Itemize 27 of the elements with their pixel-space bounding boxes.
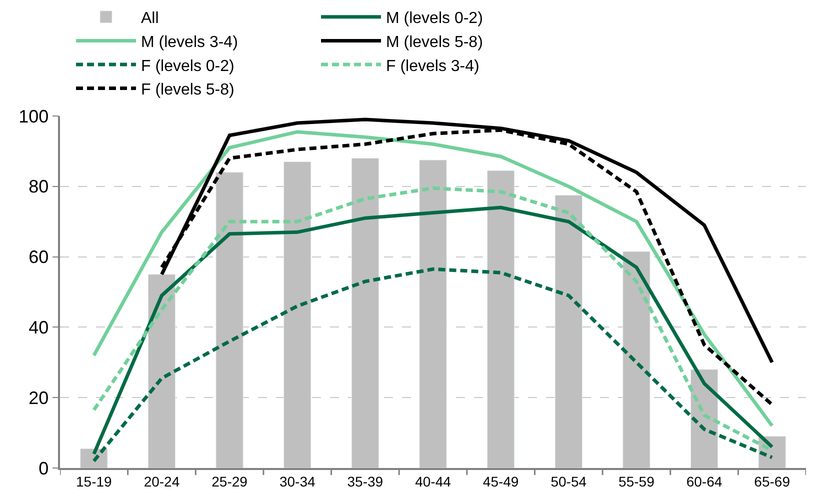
x-tick-label: 65-69	[754, 474, 790, 490]
x-tick-label: 20-24	[144, 474, 180, 490]
x-tick-label: 25-29	[212, 474, 248, 490]
legend-label: F (levels 0-2)	[141, 58, 234, 75]
line-series	[92, 130, 774, 428]
y-tick-label: 20	[28, 388, 49, 408]
x-tick-label: 55-59	[618, 474, 655, 490]
legend-label: F (levels 5-8)	[141, 82, 234, 99]
y-tick-label: 80	[28, 176, 49, 197]
y-tick-label: 40	[28, 318, 49, 338]
y-tick-label: 100	[18, 106, 49, 126]
x-tick-label: 50-54	[550, 474, 587, 490]
legend-label: M (levels 5-8)	[386, 34, 483, 51]
x-tick-label: 60-64	[686, 474, 722, 490]
bar	[419, 160, 447, 468]
legend-label: All	[141, 10, 159, 28]
x-tick-label: 15-19	[76, 474, 112, 490]
x-tick-label: 45-49	[482, 474, 519, 490]
x-tick-label: 40-44	[415, 474, 452, 490]
y-tick-label: 60	[28, 247, 49, 268]
legend-label: M (levels 0-2)	[386, 10, 483, 28]
line-series	[92, 267, 774, 463]
x-tick-label: 35-39	[347, 474, 384, 490]
legend-label: F (levels 3-4)	[386, 58, 480, 75]
x-tick-label: 30-34	[279, 474, 316, 490]
y-tick-label: 0	[38, 458, 49, 478]
legend-label: M (levels 3-4)	[141, 34, 238, 51]
